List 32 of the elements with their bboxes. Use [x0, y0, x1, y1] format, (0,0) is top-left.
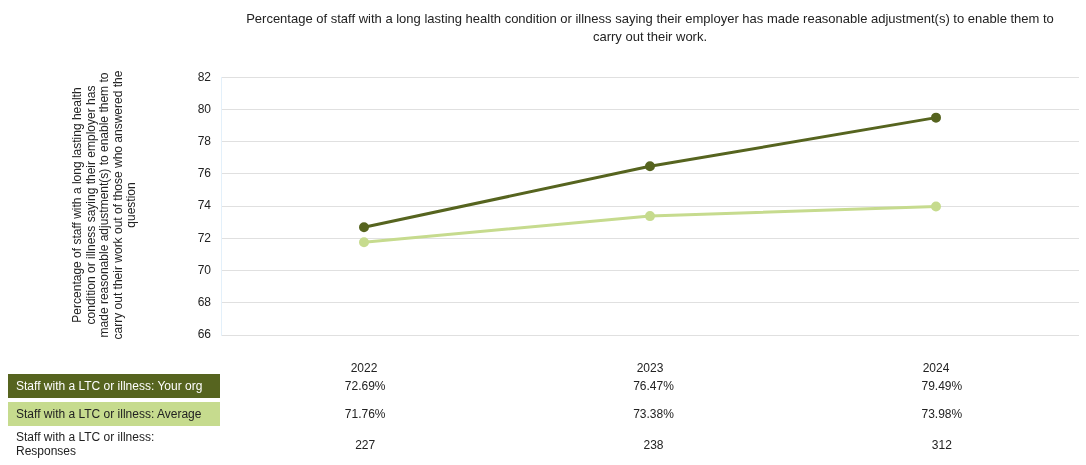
y-tick-label: 78 [197, 133, 212, 148]
point [645, 211, 655, 222]
y-axis-title: Percentage of staff with a long lasting health condition or illness saying their employer has made reasonable adjustment(s) to enable them to carry out their work out of those who answered the question [70, 70, 139, 340]
x-tick-label: 2022 [350, 360, 378, 375]
y-tick-label: 82 [197, 69, 212, 84]
text: Staff with a LTC or illness: Average [8, 402, 220, 426]
chart-title: Percentage of staff with a long lasting health condition or illness saying their employer has made reasonable adjustment(s) to enable them to carry out their work. [245, 10, 1055, 46]
point [645, 161, 655, 172]
point [359, 237, 369, 248]
text: 238 [642, 438, 665, 452]
text: 312 [930, 438, 953, 452]
data-label: 72.69% [343, 378, 387, 395]
x-tick-label: 2023 [636, 360, 664, 375]
y-tick-label: 76 [197, 166, 212, 181]
y-tick-label: 74 [197, 198, 212, 213]
text: Staff with a LTC or illness: Responses [16, 430, 156, 458]
point [359, 222, 369, 233]
data-label: 76.47% [632, 378, 675, 395]
point [931, 201, 941, 212]
text: Staff with a LTC or illness: Your org [8, 374, 220, 398]
point [931, 112, 941, 123]
data-label: 73.98% [920, 406, 964, 423]
y-tick-label: 72 [197, 230, 212, 245]
data-label: 79.49% [920, 378, 964, 395]
x-tick-label: 2024 [922, 360, 950, 375]
data-label: 71.76% [343, 406, 387, 423]
data-label: 73.38% [632, 406, 675, 423]
y-tick-label: 70 [197, 262, 212, 277]
y-tick-label: 68 [197, 295, 212, 310]
text: 227 [354, 438, 377, 452]
y-tick-label: 80 [197, 101, 212, 116]
y-tick-label: 66 [197, 327, 212, 342]
